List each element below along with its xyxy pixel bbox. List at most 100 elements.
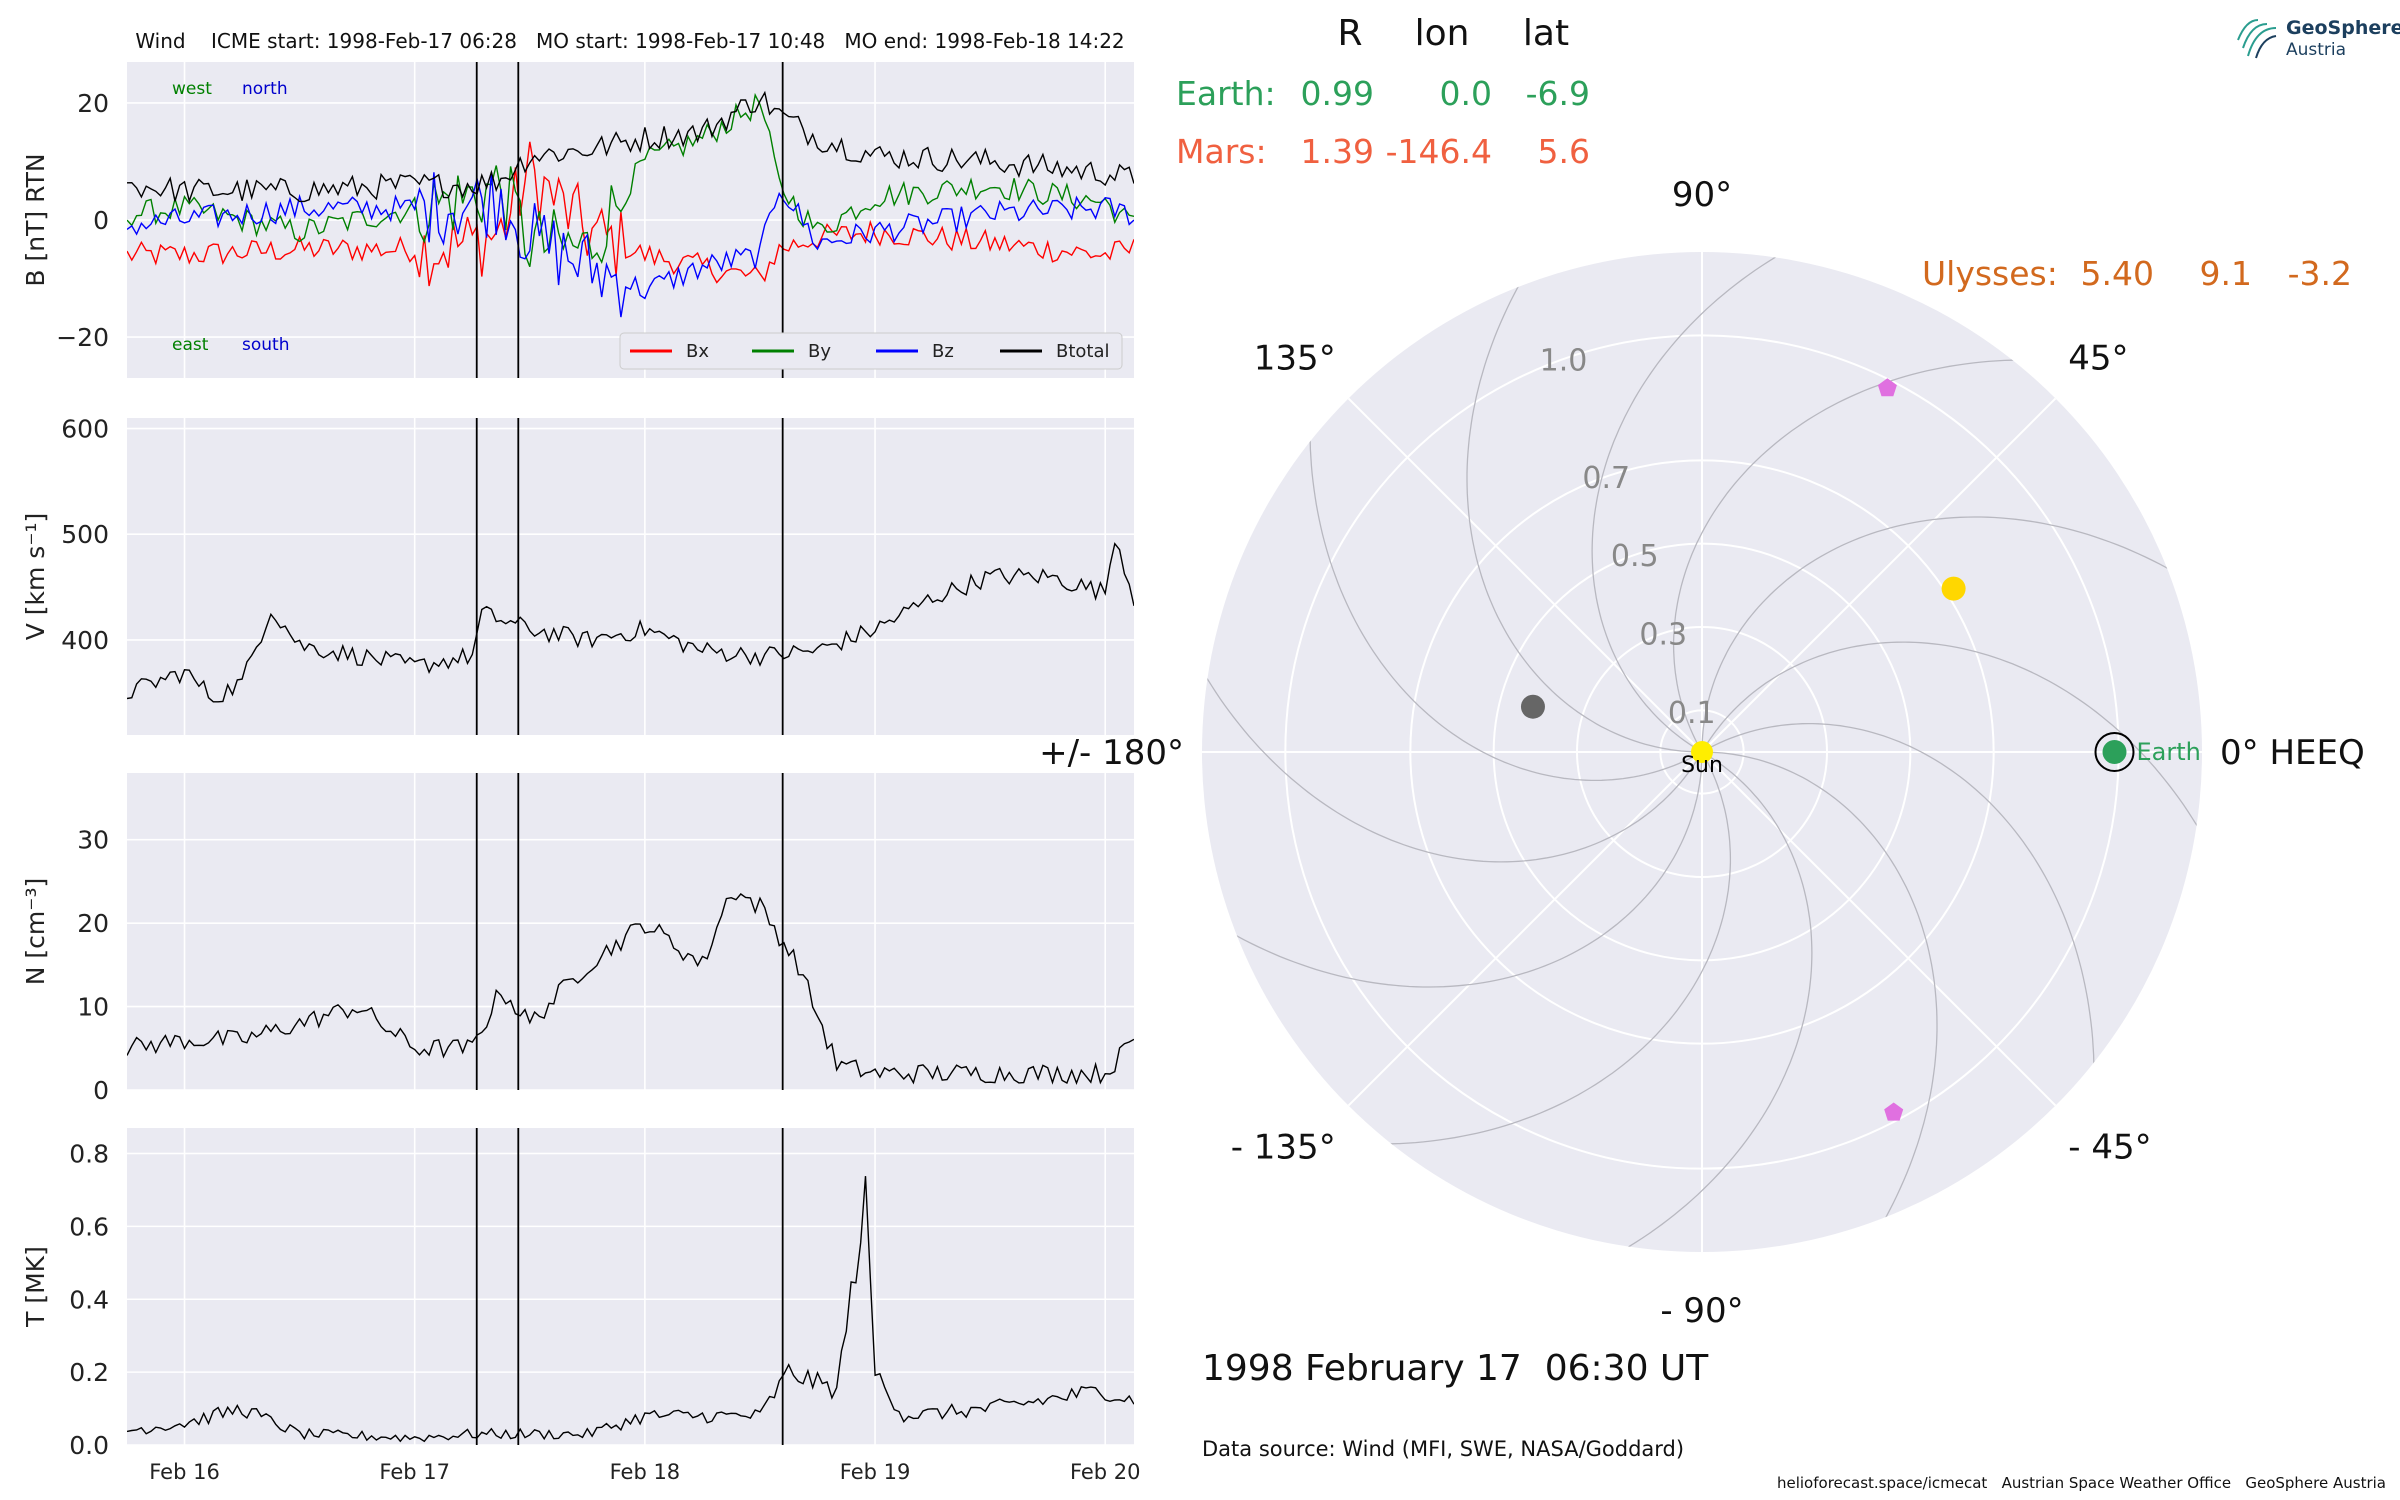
- footer-credits: helioforecast.space/icmecat Austrian Spa…: [1777, 1474, 2386, 1492]
- x-tick-label: Feb 20: [1070, 1460, 1141, 1484]
- series-line-By: [127, 92, 1134, 268]
- earth-marker-ring: [2094, 732, 2135, 772]
- table-header-lat: lat: [1523, 13, 1569, 54]
- table-header-lon: lon: [1415, 13, 1470, 54]
- polar-r-tick-label: 0.1: [1668, 696, 1716, 731]
- parker-spiral-line: [1202, 482, 1703, 863]
- logo-line1: GeoSphere: [2286, 17, 2400, 39]
- earth-marker: [2102, 740, 2127, 764]
- y-tick-label: 0.8: [69, 1140, 109, 1169]
- spacecraft-marker: [1884, 1102, 1904, 1121]
- polar-angle-label: - 45°: [2068, 1128, 2151, 1168]
- y-tick-label: 30: [77, 826, 109, 855]
- chart-legend: Bx By Bz Btotal: [619, 332, 1123, 370]
- mars-row-name: Mars:: [1176, 132, 1267, 171]
- ulysses-row-lon: 9.1: [2200, 254, 2252, 293]
- parker-spiral-line: [1432, 751, 1813, 1252]
- ulysses-row-name: Ulysses:: [1922, 254, 2058, 293]
- sun-label: Sun: [1681, 753, 1723, 778]
- polar-angle-label: - 90°: [1660, 1291, 1743, 1331]
- y-tick-label: 10: [77, 993, 109, 1022]
- table-header-r: R: [1337, 13, 1362, 54]
- spacecraft-marker: [1877, 378, 1897, 397]
- sun-marker: [1691, 741, 1713, 763]
- y-axis-label: B [nT] RTN: [21, 153, 50, 286]
- polar-r-tick-label: 1.0: [1540, 343, 1588, 378]
- y-tick-label: −20: [56, 323, 109, 352]
- y-axis-label: T [MK]: [21, 1246, 50, 1328]
- ulysses-row-lat: -3.2: [2288, 254, 2352, 293]
- y-tick-label: 0: [93, 206, 109, 235]
- earth-row-lon: 0.0: [1440, 74, 1492, 113]
- mercury-marker: [1520, 694, 1545, 719]
- polar-ring: [1492, 542, 1912, 962]
- panel-B: −20 0 20 B [nT] RTN west north east south Bx By Bz…: [21, 62, 1134, 378]
- timestamp: 1998 February 17 06:30 UT: [1202, 1348, 1709, 1389]
- x-tick-label: Feb 19: [840, 1460, 911, 1484]
- polar-r-tick-label: 0.7: [1582, 461, 1630, 496]
- data-source: Data source: Wind (MFI, SWE, NASA/Goddar…: [1202, 1437, 1684, 1461]
- direction-annotation-west: west: [172, 79, 212, 99]
- parker-spiral-line: [1701, 641, 2202, 1022]
- mars-row-lat: 5.6: [1538, 132, 1590, 171]
- series-line-N: [127, 893, 1134, 1085]
- panel-background: [127, 418, 1134, 735]
- direction-annotation-north: north: [242, 79, 288, 99]
- y-tick-label: 400: [61, 626, 109, 655]
- x-tick-label: Feb 17: [379, 1460, 450, 1484]
- x-tick-label: Feb 18: [610, 1460, 681, 1484]
- legend-label-By: By: [808, 341, 831, 362]
- geosphere-logo-icon: [2237, 19, 2277, 59]
- earth-label: Earth: [2137, 738, 2201, 766]
- y-tick-label: 500: [61, 520, 109, 549]
- mars-row-r: 1.39: [1301, 132, 1374, 171]
- venus-marker: [1941, 576, 1966, 601]
- logo-line2: Austria: [2286, 40, 2346, 60]
- parker-spiral-line: [1591, 252, 1972, 753]
- x-tick-label: Feb 16: [149, 1460, 220, 1484]
- ulysses-row-r: 5.40: [2081, 254, 2154, 293]
- y-tick-label: 0.4: [69, 1285, 109, 1314]
- polar-angle-label: 45°: [2068, 338, 2128, 378]
- time-series-panels: −20 0 20 B [nT] RTN west north east south Bx By Bz…: [21, 62, 1141, 1484]
- y-tick-label: 0: [93, 1076, 109, 1105]
- y-tick-label: 20: [77, 89, 109, 118]
- legend-label-Bz: Bz: [932, 341, 954, 362]
- polar-angle-label: 90°: [1672, 175, 1732, 215]
- y-tick-label: 0.6: [69, 1212, 109, 1241]
- polar-r-tick-label: 0.5: [1611, 539, 1659, 574]
- series-line-Bz: [127, 172, 1134, 318]
- series-line-T: [127, 1176, 1134, 1443]
- panel-T: Feb 16 Feb 17 Feb 18 Feb 19 Feb 20 0.0 0.2 0.4 0…: [21, 1128, 1141, 1484]
- polar-angle-label: 135°: [1254, 338, 1336, 378]
- y-tick-label: 600: [61, 415, 109, 444]
- y-tick-label: 0.0: [69, 1431, 109, 1460]
- earth-row-lat: -6.9: [1526, 74, 1590, 113]
- direction-annotation-east: east: [172, 335, 209, 355]
- polar-r-tick-label: 0.3: [1639, 618, 1687, 653]
- series-line-Btotal: [127, 90, 1134, 204]
- earth-row-name: Earth:: [1176, 74, 1276, 113]
- position-table: R lon lat Earth: 0.99 0.0 -6.9 Mars: 1.3…: [1176, 13, 2352, 293]
- polar-angle-label: - 135°: [1231, 1128, 1336, 1168]
- earth-row-r: 0.99: [1301, 74, 1374, 113]
- polar-position-plot: 0.1 0.3 0.5 0.7 1.0 0° HEEQ 45° 90° 135° +/- 180°…: [1039, 175, 2365, 1331]
- polar-ring: [1576, 626, 1828, 878]
- y-axis-label: N [cm⁻³]: [21, 878, 50, 985]
- polar-angle-label: +/- 180°: [1039, 733, 1184, 773]
- y-axis-label: V [km s⁻¹]: [21, 513, 50, 641]
- legend-label-Btotal: Btotal: [1056, 341, 1110, 362]
- legend-label-Bx: Bx: [686, 341, 709, 362]
- polar-ring: [1659, 709, 1745, 795]
- panel-V: 400 500 600 V [km s⁻¹]: [21, 415, 1134, 735]
- panel-background: [127, 773, 1134, 1090]
- figure-title: Wind ICME start: 1998-Feb-17 06:28 MO st…: [135, 29, 1124, 53]
- mars-row-lon: -146.4: [1386, 132, 1492, 171]
- y-tick-label: 0.2: [69, 1358, 109, 1387]
- polar-ring: [1409, 459, 1995, 1045]
- panel-background: [127, 1128, 1134, 1445]
- polar-angle-label: 0° HEEQ: [2220, 733, 2365, 773]
- panel-N: 0 10 20 30 N [cm⁻³]: [21, 773, 1134, 1105]
- y-tick-label: 20: [77, 909, 109, 938]
